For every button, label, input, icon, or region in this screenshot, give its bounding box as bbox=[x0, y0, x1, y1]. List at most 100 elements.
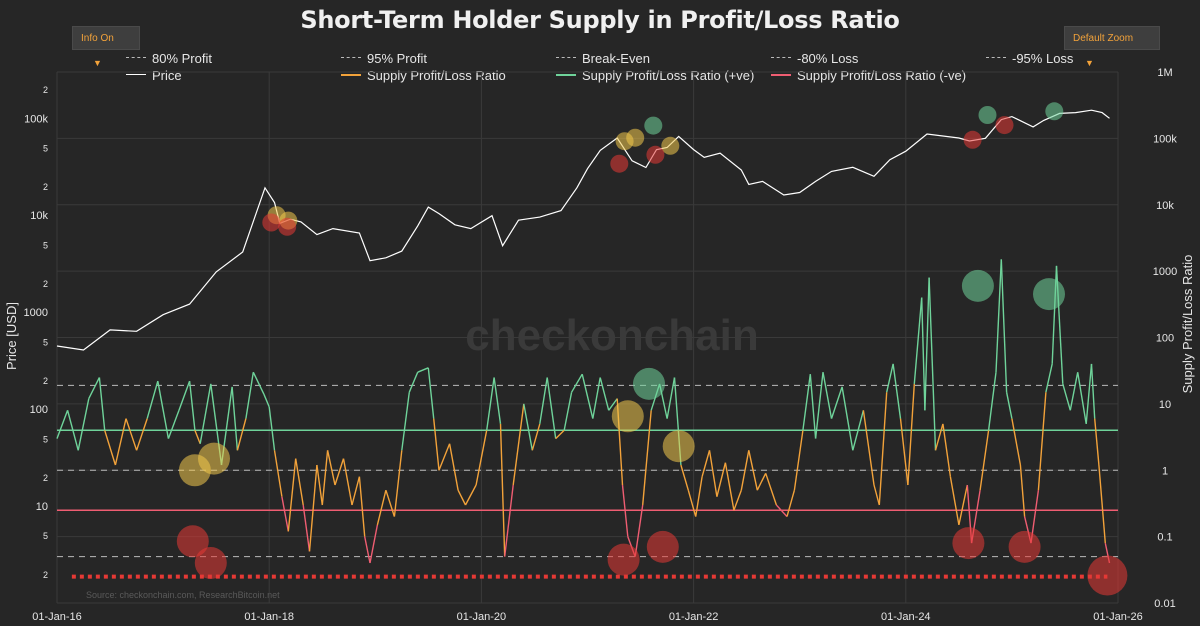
ratio-segment bbox=[475, 430, 488, 486]
right-tick-label: 1000 bbox=[1153, 266, 1177, 278]
ratio-segment bbox=[66, 410, 79, 451]
right-tick-label: 0.1 bbox=[1157, 532, 1172, 544]
ratio-segment bbox=[913, 297, 923, 384]
ratio-segment bbox=[995, 259, 1002, 373]
ratio-segment bbox=[555, 429, 565, 440]
legend-item-95-loss[interactable]: -95% Loss bbox=[986, 51, 1073, 67]
left-tick-label: 5 bbox=[43, 143, 48, 153]
zoom-select-button[interactable]: Default Zoom ▼ bbox=[1064, 26, 1160, 68]
highlight-marker bbox=[961, 269, 994, 302]
legend-line-swatch bbox=[556, 73, 576, 76]
ratio-segment bbox=[634, 504, 644, 557]
highlight-marker bbox=[611, 400, 644, 433]
left-tick-label: 2 bbox=[43, 570, 48, 580]
ratio-segment bbox=[427, 367, 435, 419]
watermark: checkonchain bbox=[465, 311, 758, 360]
ratio-segment bbox=[1005, 392, 1013, 419]
ratio-segment bbox=[733, 489, 742, 511]
legend-item-break-even[interactable]: Break-Even bbox=[556, 51, 650, 67]
ratio-segment bbox=[98, 377, 106, 431]
ratio-segment bbox=[563, 392, 573, 431]
highlight-marker bbox=[626, 128, 645, 147]
ratio-segment bbox=[899, 418, 909, 486]
ratio-segment bbox=[680, 464, 689, 491]
x-tick-label: 01-Jan-20 bbox=[457, 611, 507, 623]
ratio-segment bbox=[581, 374, 594, 419]
legend-item-95-profit[interactable]: 95% Profit bbox=[341, 51, 427, 67]
ratio-segment bbox=[273, 450, 283, 497]
ratio-segment bbox=[862, 410, 875, 486]
ratio-segment bbox=[599, 377, 610, 411]
highlight-marker bbox=[176, 525, 209, 558]
ratio-segment bbox=[1090, 363, 1096, 419]
left-tick-label: 5 bbox=[43, 337, 48, 347]
left-axis: 2 5 10 2 5 100 2 5 1000 2 5 10k 2 5 100k 2 bbox=[24, 85, 49, 580]
ratio-segment bbox=[958, 484, 968, 526]
ratio-segment bbox=[342, 458, 353, 506]
ratio-segment bbox=[793, 430, 804, 491]
highlight-marker bbox=[978, 106, 997, 124]
ratio-segment bbox=[987, 372, 997, 431]
legend-line-swatch bbox=[126, 74, 146, 76]
ratio-segment bbox=[687, 490, 697, 517]
highlight-marker bbox=[607, 543, 640, 576]
ratio-segment bbox=[523, 403, 533, 451]
ratio-segment bbox=[263, 393, 270, 408]
ratio-segment bbox=[167, 410, 180, 439]
x-axis: 01-Jan-16 01-Jan-18 01-Jan-20 01-Jan-22 01-J… bbox=[32, 611, 1143, 623]
left-tick-label: 5 bbox=[43, 531, 48, 541]
ratio-segment bbox=[199, 383, 212, 444]
ratio-segment bbox=[486, 377, 495, 431]
right-axis-title: Supply Profit/Loss Ratio bbox=[1180, 255, 1195, 394]
ratio-segment bbox=[493, 377, 502, 424]
ratio-segment bbox=[608, 398, 618, 411]
info-toggle-button[interactable]: Info On ▼ bbox=[72, 26, 140, 68]
right-tick-label: 0.01 bbox=[1154, 598, 1175, 610]
chevron-down-icon: ▼ bbox=[93, 58, 102, 68]
highlight-marker bbox=[646, 145, 665, 164]
left-tick-label: 100k bbox=[24, 113, 48, 125]
info-toggle-label: Info On bbox=[81, 33, 114, 44]
x-tick-label: 01-Jan-22 bbox=[669, 611, 719, 623]
legend-line-swatch bbox=[771, 73, 791, 76]
legend-label: 95% Profit bbox=[367, 51, 427, 66]
ratio-segment bbox=[830, 386, 843, 419]
left-tick-label: 2 bbox=[43, 473, 48, 483]
ratio-segment bbox=[438, 443, 451, 471]
ratio-segment bbox=[408, 371, 419, 393]
ratio-segment bbox=[775, 504, 788, 518]
ratio-segment bbox=[809, 374, 817, 439]
ratio-segment bbox=[125, 418, 138, 451]
left-tick-label: 100 bbox=[30, 404, 48, 416]
ratio-segment bbox=[1098, 464, 1106, 544]
ratio-segment bbox=[326, 450, 336, 486]
ratio-segment bbox=[281, 496, 289, 532]
ratio-segment bbox=[178, 380, 191, 411]
ratio-segment bbox=[1000, 259, 1008, 393]
chart-title: Short-Term Holder Supply in Profit/Loss … bbox=[300, 6, 900, 34]
ratio-segment bbox=[621, 484, 629, 537]
highlight-marker bbox=[646, 530, 679, 563]
ratio-segment bbox=[104, 430, 117, 466]
legend-item-80-loss[interactable]: -80% Loss bbox=[771, 51, 858, 67]
ratio-segment bbox=[873, 484, 880, 506]
highlight-marker bbox=[963, 130, 982, 149]
ratio-segment bbox=[724, 462, 735, 511]
x-tick-label: 01-Jan-18 bbox=[244, 611, 294, 623]
ratio-segment bbox=[1077, 372, 1087, 425]
right-tick-label: 1M bbox=[1157, 67, 1172, 79]
ratio-segment bbox=[802, 374, 811, 431]
ratio-segment bbox=[765, 473, 778, 506]
legend-item-80-profit[interactable]: 80% Profit bbox=[126, 51, 212, 67]
ratio-segment bbox=[878, 392, 888, 506]
ratio-segment bbox=[268, 406, 276, 451]
ratio-segment bbox=[88, 377, 101, 399]
ratio-segment bbox=[814, 372, 824, 439]
ratio-segment bbox=[417, 367, 429, 373]
highlight-marker bbox=[1008, 530, 1041, 563]
ratio-segment bbox=[308, 464, 318, 552]
ratio-segment bbox=[302, 504, 311, 552]
right-tick-label: 100 bbox=[1156, 333, 1174, 345]
ratio-segment bbox=[464, 484, 477, 506]
ratio-segment bbox=[928, 277, 937, 451]
